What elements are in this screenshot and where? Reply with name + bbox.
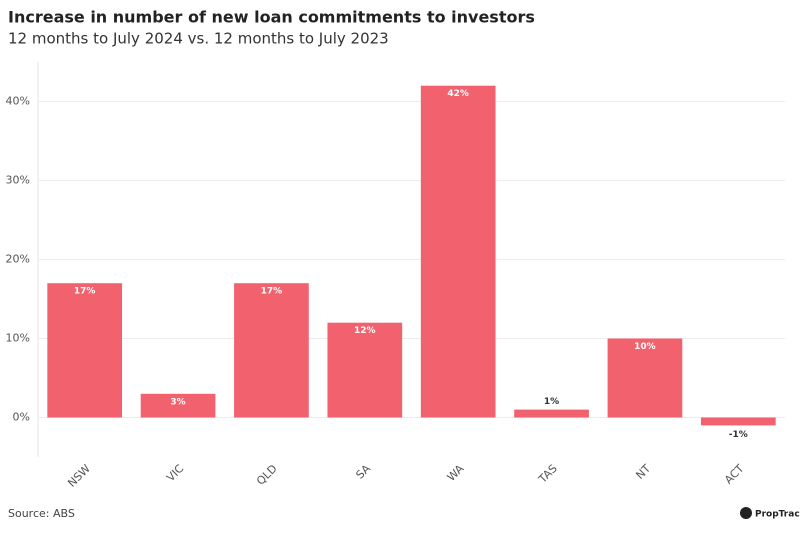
value-label: 12% xyxy=(354,326,376,336)
logo-icon xyxy=(740,507,752,519)
y-tick-label: 40% xyxy=(6,95,30,108)
bar xyxy=(420,85,496,418)
value-label: -1% xyxy=(729,430,748,440)
y-tick-label: 20% xyxy=(6,253,30,266)
chart-title: Increase in number of new loan commitmen… xyxy=(8,8,535,27)
logo: PropTrack xyxy=(755,510,800,520)
y-tick-label: 0% xyxy=(13,411,30,424)
y-tick-label: 30% xyxy=(6,174,30,187)
value-label: 42% xyxy=(447,89,469,99)
value-label: 10% xyxy=(634,342,656,352)
bar xyxy=(607,338,683,418)
value-label: 3% xyxy=(170,397,185,407)
bar xyxy=(700,417,776,426)
bar xyxy=(47,283,123,418)
value-label: 17% xyxy=(261,287,283,297)
bar xyxy=(140,393,216,418)
bar xyxy=(234,283,309,418)
y-tick-label: 10% xyxy=(6,332,30,345)
value-label: 1% xyxy=(544,397,559,407)
source: Source: ABS xyxy=(8,507,75,520)
bar xyxy=(327,322,403,418)
value-label: 17% xyxy=(74,287,96,297)
bar xyxy=(514,409,589,418)
chart-subtitle: 12 months to July 2024 vs. 12 months to … xyxy=(8,30,389,48)
